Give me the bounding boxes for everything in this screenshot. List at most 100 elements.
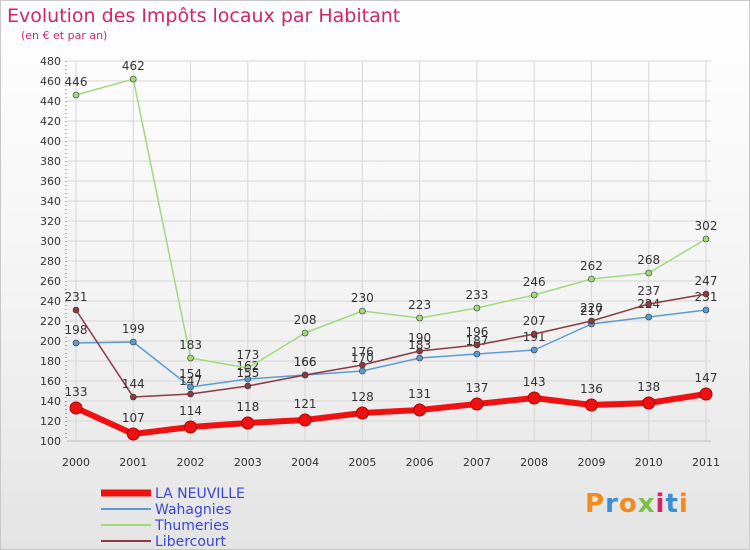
series-line-libercourt [75,293,707,398]
data-point-libercourt [416,347,423,355]
data-point-la-neuville [699,387,713,401]
data-label-la-neuville: 138 [637,380,660,394]
x-tick-label: 2005 [348,456,376,469]
x-tick-label: 2011 [692,456,720,469]
data-label-la-neuville: 137 [465,381,488,395]
data-point-la-neuville [355,406,369,420]
chart-title: Evolution des Impôts locaux par Habitant [7,5,401,27]
data-point-wahagnies [702,306,710,314]
data-point-thumeries [588,275,595,283]
x-tick-label: 2009 [577,456,605,469]
y-tick-label: 400 [40,135,61,148]
y-tick-label: 280 [40,255,61,268]
data-point-thumeries [301,329,309,337]
data-label-wahagnies: 217 [580,304,603,318]
data-point-libercourt [301,371,309,379]
data-point-thumeries [702,235,710,243]
data-point-thumeries [530,291,538,299]
data-point-libercourt [72,306,80,314]
data-label-thumeries: 246 [523,275,546,289]
data-point-wahagnies [530,346,538,354]
data-label-thumeries: 183 [179,338,202,352]
data-label-la-neuville: 118 [236,400,259,414]
data-label-la-neuville: 131 [408,387,431,401]
data-label-libercourt: 231 [65,290,88,304]
data-point-la-neuville [413,403,427,417]
data-label-la-neuville: 143 [523,375,546,389]
data-point-la-neuville [584,398,598,412]
data-label-wahagnies: 198 [65,323,88,337]
data-label-la-neuville: 114 [179,404,202,418]
data-point-wahagnies [72,339,80,347]
data-label-wahagnies: 154 [179,367,202,381]
x-tick-label: 2003 [234,456,262,469]
legend-label-thumeries: Thumeries [154,518,229,534]
logo-letter: P [585,489,606,519]
data-point-la-neuville [298,413,312,427]
y-tick-label: 160 [40,375,61,388]
y-tick-label: 100 [40,435,61,448]
y-tick-label: 460 [40,75,61,88]
data-label-libercourt: 147 [179,374,202,388]
logo-letter: i [678,489,689,519]
data-label-wahagnies: 170 [351,351,374,365]
x-tick-label: 2006 [406,456,434,469]
legend-label-wahagnies: Wahagnies [155,502,232,518]
data-label-libercourt: 247 [695,274,718,288]
data-label-la-neuville: 147 [695,371,718,385]
y-tick-label: 180 [40,355,61,368]
data-point-thumeries [187,354,194,362]
series-line-wahagnies [75,309,707,388]
data-label-thumeries: 233 [465,288,488,302]
data-label-la-neuville: 107 [122,411,145,425]
x-tick-label: 2004 [291,456,319,469]
data-point-libercourt [359,361,366,369]
data-label-thumeries: 173 [236,348,259,362]
series-line-la-neuville [74,391,707,437]
data-label-libercourt: 196 [465,325,488,339]
data-point-wahagnies [473,350,481,358]
y-tick-label: 360 [40,175,61,188]
data-label-wahagnies: 166 [294,355,317,369]
y-tick-label: 140 [40,395,61,408]
logo-letter: t [665,489,679,519]
series-line-thumeries [75,78,707,369]
data-point-thumeries [244,364,252,372]
data-label-thumeries: 462 [122,59,145,73]
data-label-thumeries: 302 [695,219,718,233]
legend-label-libercourt: Libercourt [155,534,227,549]
x-tick-label: 2008 [520,456,548,469]
y-tick-label: 340 [40,195,61,208]
legend-label-la-neuville: LA NEUVILLE [155,486,245,502]
y-tick-label: 420 [40,115,61,128]
data-label-la-neuville: 136 [580,382,603,396]
x-tick-label: 2002 [177,456,205,469]
y-tick-label: 260 [40,275,61,288]
y-tick-label: 380 [40,155,61,168]
logo-letter: i [655,489,666,519]
data-point-libercourt [473,341,481,349]
data-point-libercourt [530,330,538,338]
data-label-thumeries: 208 [294,313,317,327]
data-point-thumeries [72,91,80,99]
y-tick-label: 320 [40,215,61,228]
data-point-libercourt [588,317,595,325]
data-point-thumeries [129,75,137,83]
data-point-la-neuville [126,427,140,441]
x-tick-label: 2010 [635,456,663,469]
y-tick-label: 440 [40,95,61,108]
data-label-la-neuville: 121 [294,397,317,411]
data-label-thumeries: 230 [351,291,374,305]
data-label-libercourt: 144 [122,377,145,391]
data-point-wahagnies [244,375,252,383]
y-tick-label: 300 [40,235,61,248]
data-point-thumeries [473,304,481,312]
data-label-wahagnies: 183 [408,338,431,352]
data-label-libercourt: 176 [351,345,374,359]
data-point-libercourt [129,393,137,401]
data-label-la-neuville: 133 [65,385,88,399]
data-point-wahagnies [359,367,366,375]
data-point-libercourt [187,390,194,398]
